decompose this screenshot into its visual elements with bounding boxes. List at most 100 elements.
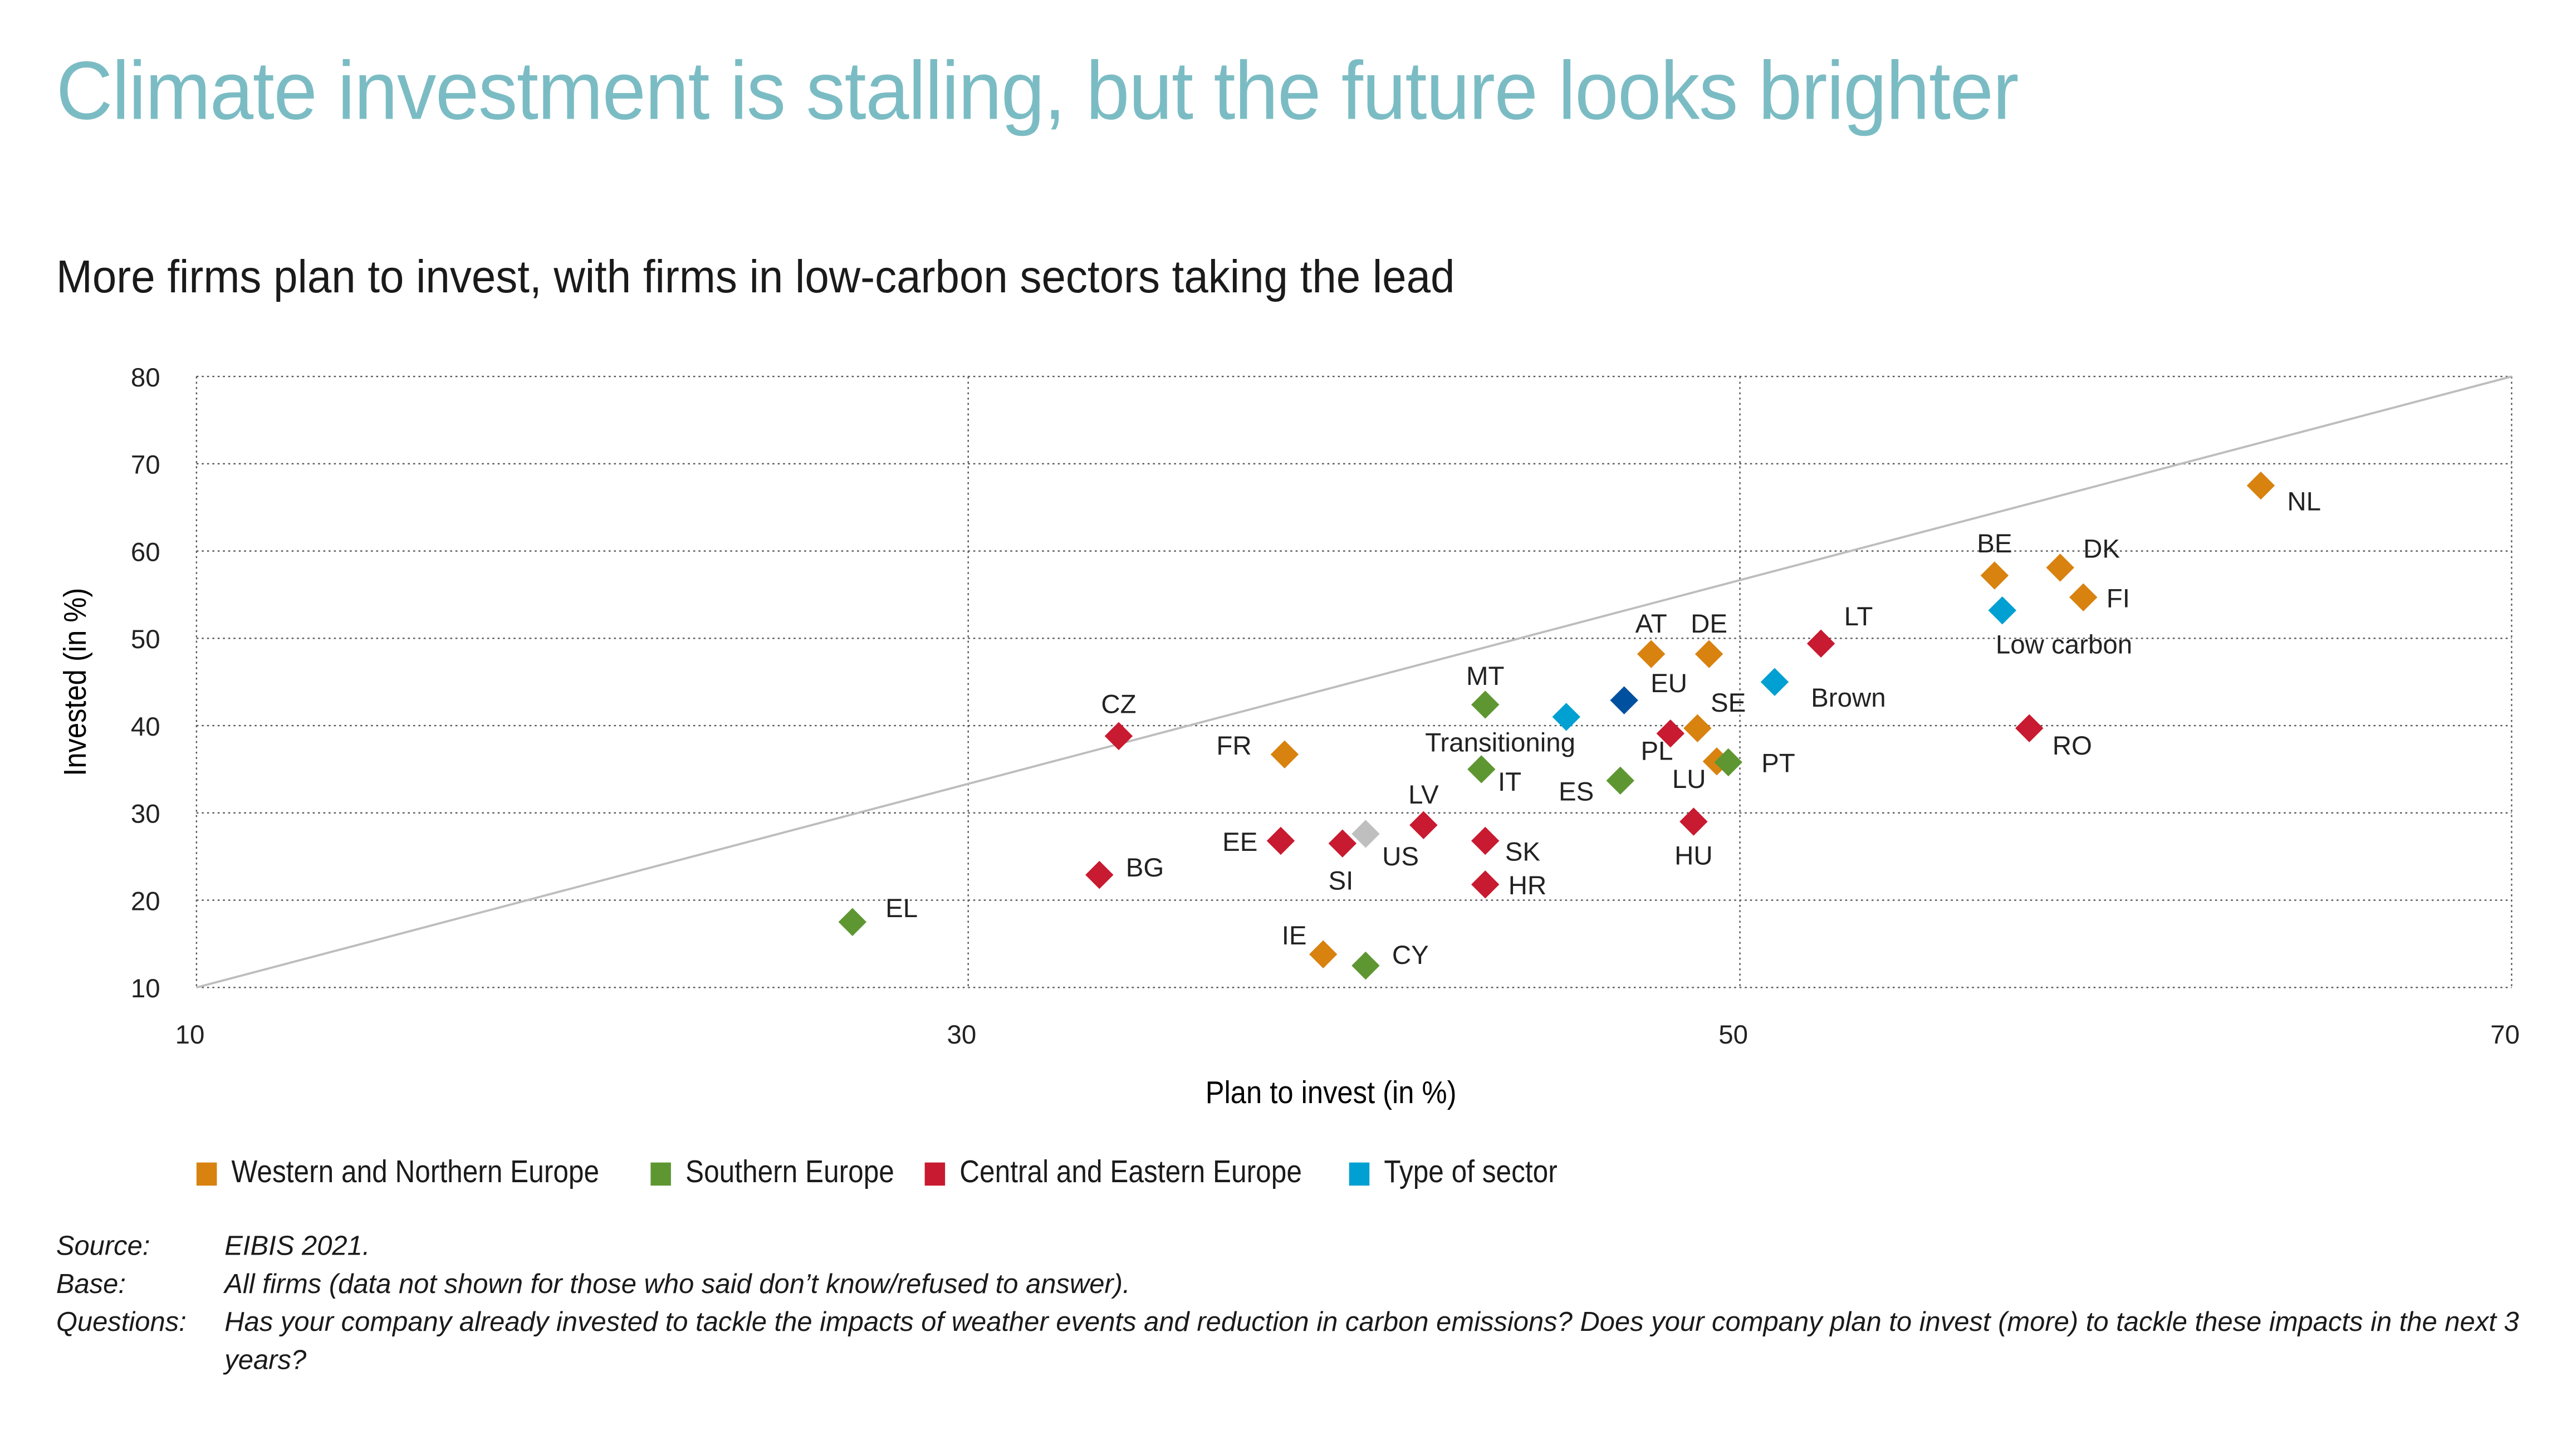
diamond-marker — [1552, 703, 1580, 731]
data-point-se: SE — [1683, 688, 1746, 742]
diamond-marker — [1104, 722, 1133, 751]
data-point-hr: HR — [1471, 870, 1546, 900]
point-label: NL — [2287, 487, 2321, 517]
diamond-marker — [1085, 860, 1114, 889]
point-label: LU — [1672, 765, 1706, 794]
diamond-marker — [1760, 668, 1789, 696]
base-note: Base: All firms (data not shown for those… — [56, 1266, 2553, 1304]
legend-label: Central and Eastern Europe — [959, 1155, 1302, 1191]
y-tick-label: 80 — [131, 363, 160, 393]
data-point-brown: Brown — [1760, 668, 1886, 713]
source-note: Source: EIBIS 2021. — [56, 1228, 2553, 1266]
point-label: CZ — [1101, 689, 1136, 719]
data-point-ro: RO — [2015, 714, 2092, 761]
data-point-transitioning: Transitioning — [1425, 703, 1580, 758]
data-point-de: DE — [1691, 609, 1727, 668]
data-point-pl: PL — [1640, 719, 1685, 766]
data-point-nl: NL — [2246, 471, 2321, 517]
point-label: Low carbon — [1996, 630, 2132, 659]
legend: Western and Northern Europe Southern Eur… — [196, 1155, 1558, 1192]
point-label: EE — [1222, 827, 1257, 857]
legend-label: Southern Europe — [685, 1155, 895, 1191]
tick-labels: 10 20 30 40 50 60 70 80 10 30 50 70 — [131, 363, 2520, 1050]
note-label: Source: — [56, 1232, 150, 1262]
legend-label: Type of sector — [1384, 1155, 1558, 1191]
diamond-marker — [1351, 951, 1380, 980]
point-label: SE — [1711, 688, 1746, 718]
diamond-marker — [1637, 640, 1666, 668]
diamond-marker — [1351, 820, 1380, 848]
diamond-marker — [2015, 714, 2044, 742]
data-point-eu: EU — [1610, 669, 1687, 714]
diamond-marker — [1471, 870, 1500, 899]
data-point-mt: MT — [1466, 662, 1505, 719]
y-tick-label: 20 — [131, 887, 160, 916]
point-label: Transitioning — [1425, 728, 1575, 758]
data-point-lv: LV — [1408, 780, 1439, 839]
gridlines — [195, 375, 2513, 988]
point-label: MT — [1466, 662, 1505, 691]
data-point-low-carbon: Low carbon — [1988, 596, 2132, 659]
data-point-hu: HU — [1674, 807, 1713, 871]
diamond-marker — [1683, 714, 1712, 742]
point-label: HR — [1509, 871, 1547, 900]
legend-item-sector: Type of sector — [1349, 1155, 1558, 1192]
point-label: HU — [1674, 841, 1713, 871]
data-point-lu: LU — [1672, 747, 1731, 794]
legend-label: Western and Northern Europe — [231, 1155, 600, 1191]
data-point-fr: FR — [1216, 731, 1299, 769]
chart-subtitle: More firms plan to invest, with firms in… — [56, 251, 1455, 302]
data-point-bg: BG — [1085, 853, 1164, 889]
point-label: AT — [1635, 609, 1667, 639]
legend-swatch — [924, 1162, 945, 1186]
point-label: US — [1382, 842, 1419, 871]
data-point-cz: CZ — [1101, 689, 1137, 751]
data-point-fi: FI — [2069, 583, 2130, 613]
questions-note: Questions: Has your company already inves… — [56, 1305, 2553, 1380]
page-title: Climate investment is stalling, but the … — [56, 45, 2019, 138]
diamond-marker — [1467, 755, 1496, 783]
diamond-marker — [1471, 826, 1500, 855]
diamond-marker — [1980, 561, 2009, 590]
data-point-es: ES — [1559, 766, 1634, 806]
diamond-marker — [1471, 690, 1500, 719]
data-point-it: IT — [1467, 755, 1521, 797]
data-point-el: EL — [838, 894, 918, 936]
data-point-lt: LT — [1806, 602, 1873, 658]
data-point-cy: CY — [1351, 941, 1429, 980]
point-label: SI — [1328, 866, 1353, 896]
legend-swatch — [196, 1162, 217, 1186]
x-tick-label: 10 — [175, 1020, 205, 1050]
point-label: FI — [2107, 584, 2130, 613]
diamond-marker — [1270, 740, 1299, 769]
data-point-pt: PT — [1714, 748, 1795, 778]
diamond-marker — [1606, 766, 1634, 795]
diamond-marker — [1679, 807, 1708, 836]
y-axis-label: Invested (in %) — [58, 588, 93, 776]
y-tick-label: 70 — [131, 450, 160, 480]
point-label: EL — [885, 894, 918, 923]
x-tick-label: 70 — [2490, 1020, 2520, 1050]
data-point-at: AT — [1635, 609, 1667, 668]
legend-item-central-eastern: Central and Eastern Europe — [924, 1156, 1301, 1192]
y-tick-label: 30 — [131, 800, 160, 829]
diamond-marker — [2069, 583, 2098, 611]
note-label: Questions: — [56, 1307, 187, 1338]
point-label: EU — [1651, 669, 1687, 698]
note-text: Has your company already invested to tac… — [224, 1307, 2519, 1376]
diamond-marker — [1656, 719, 1685, 748]
legend-swatch — [1349, 1162, 1370, 1186]
point-label: LV — [1408, 780, 1439, 810]
point-label: ES — [1559, 777, 1594, 806]
diamond-marker — [2246, 471, 2275, 500]
diamond-marker — [2046, 554, 2074, 582]
diamond-marker — [1695, 640, 1723, 668]
diamond-marker — [1309, 940, 1338, 968]
x-tick-label: 50 — [1718, 1020, 1748, 1050]
note-label: Base: — [56, 1270, 126, 1300]
point-label: PL — [1640, 737, 1673, 766]
data-point-si: SI — [1328, 829, 1357, 896]
y-tick-label: 50 — [131, 625, 160, 654]
data-point-ee: EE — [1222, 826, 1295, 857]
